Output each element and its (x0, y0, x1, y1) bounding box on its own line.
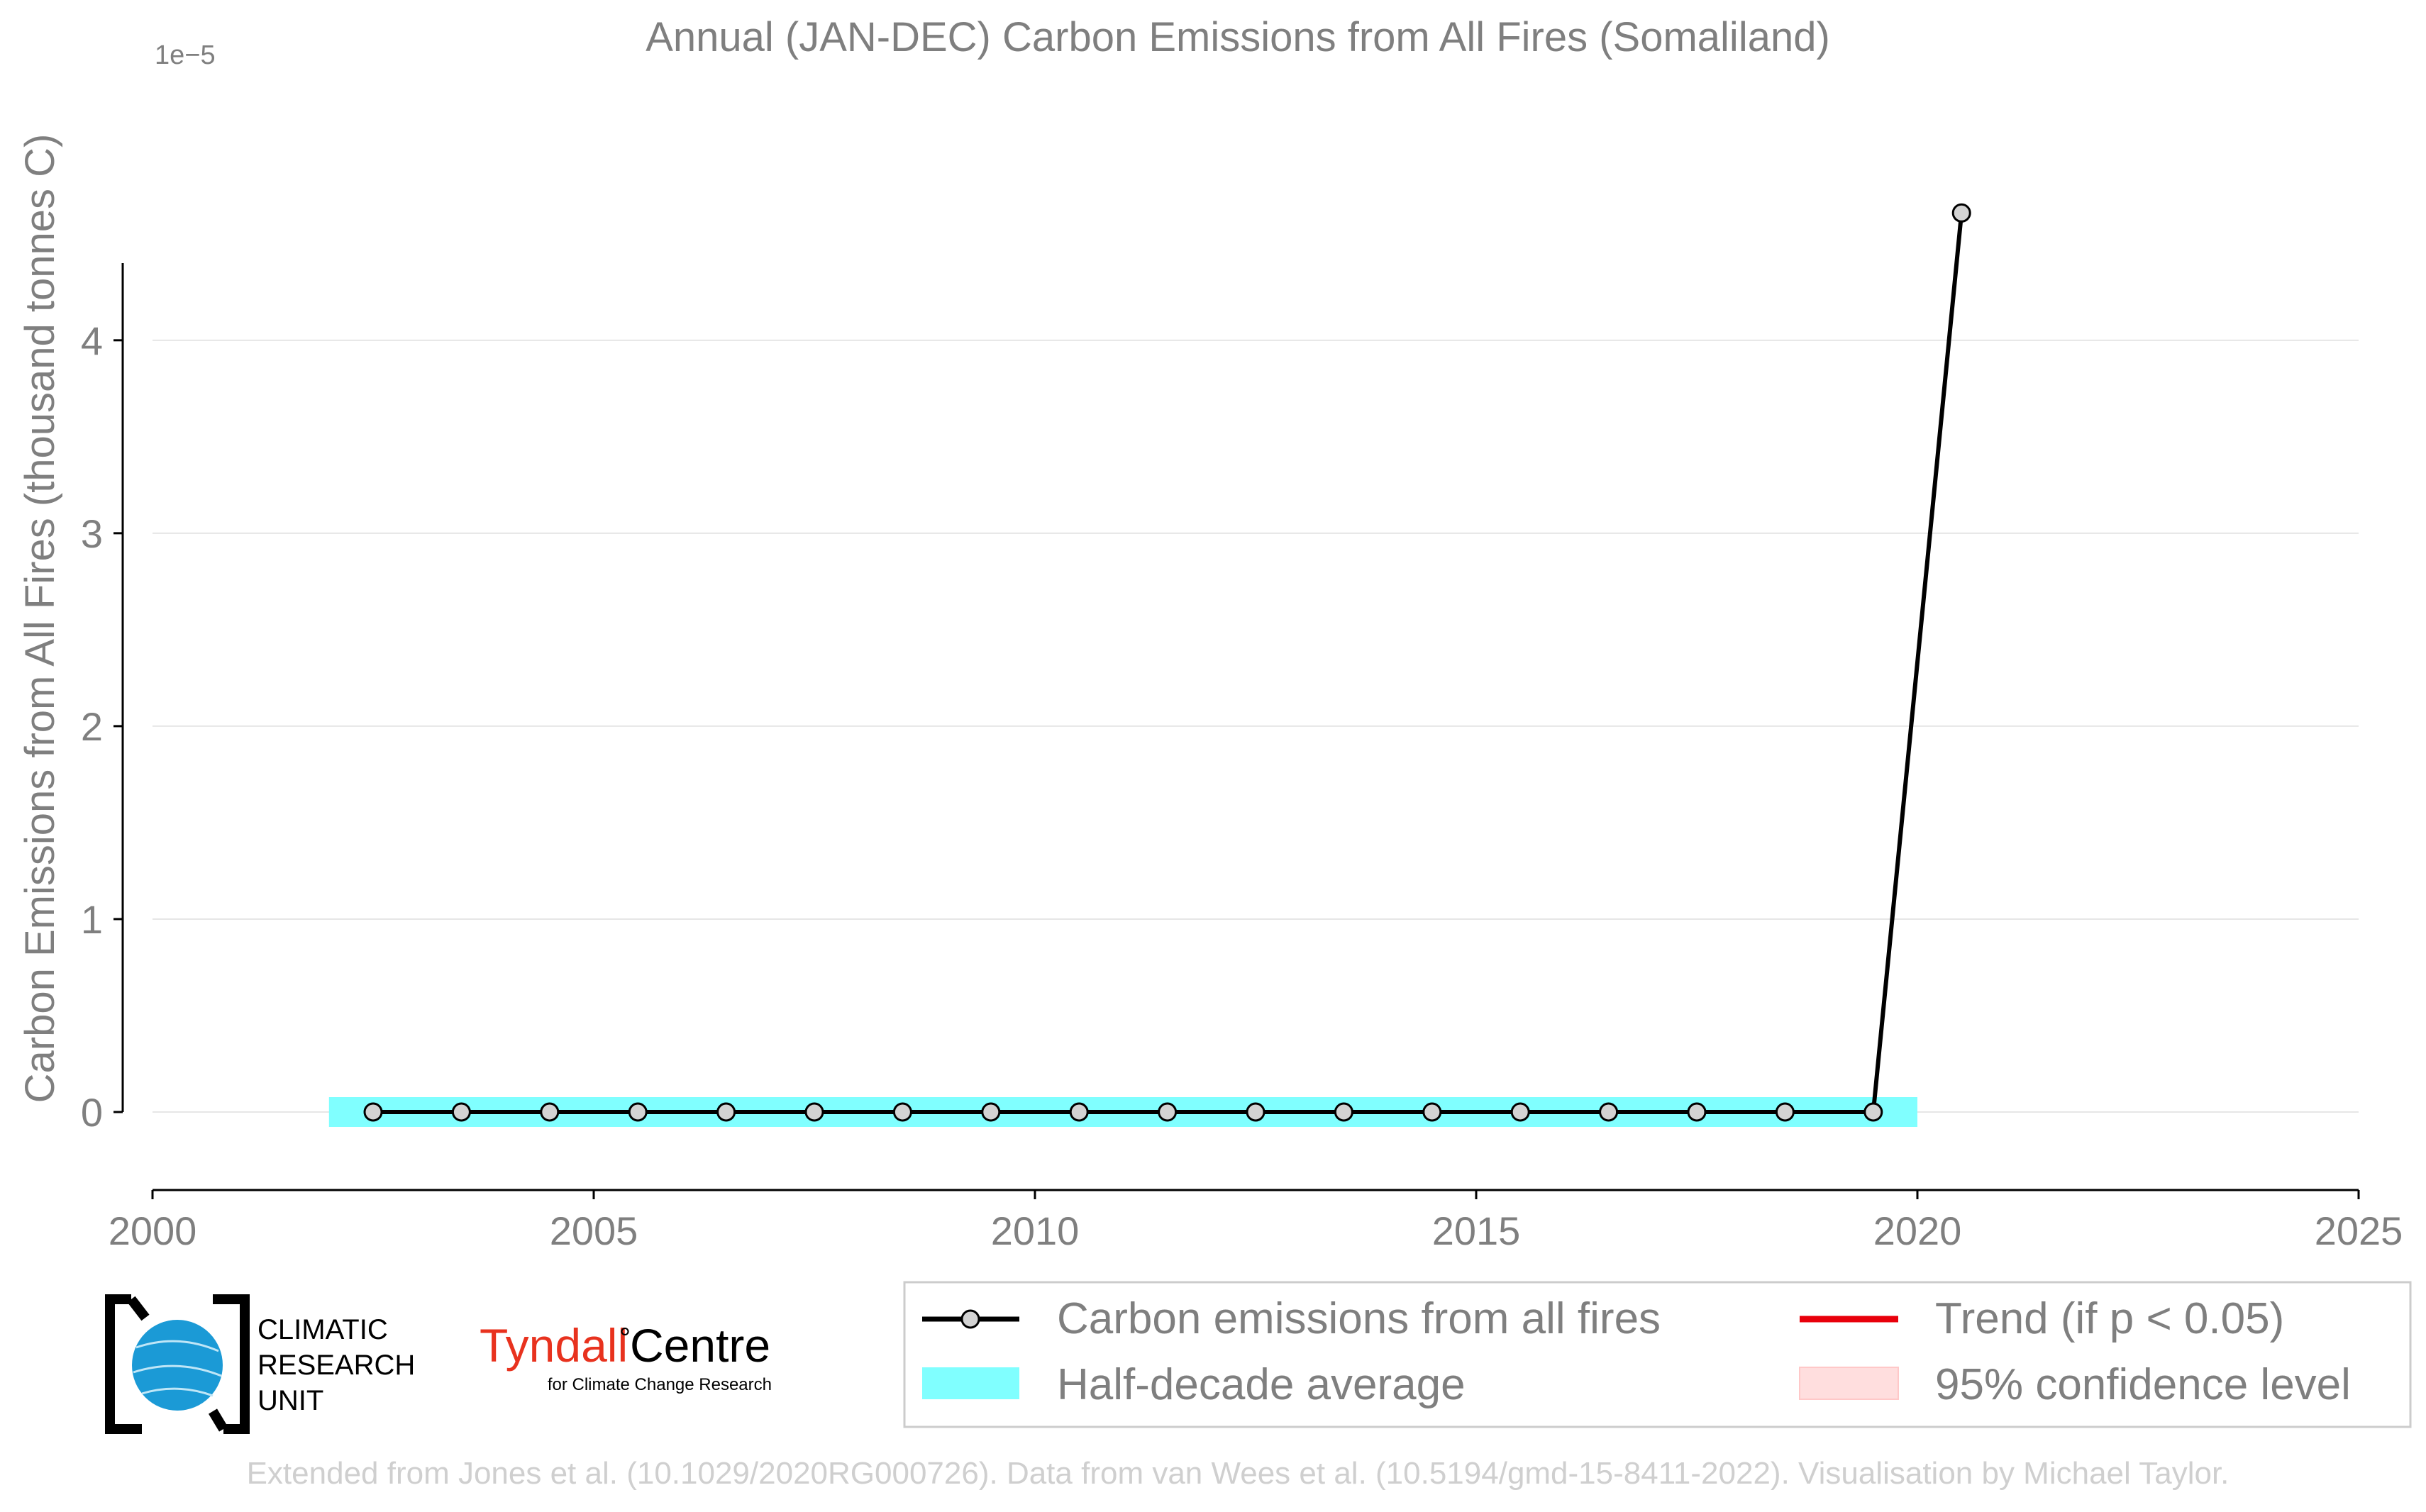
axes (121, 263, 2359, 1191)
chart-title: Annual (JAN-DEC) Carbon Emissions from A… (646, 14, 1830, 60)
x-tick-label: 2005 (550, 1208, 638, 1253)
x-tick-label: 2010 (991, 1208, 1080, 1253)
emissions-point (1599, 1102, 1619, 1122)
y-tick-label: 3 (81, 511, 103, 556)
emissions-line (373, 213, 1964, 1114)
emissions-point (804, 1102, 824, 1122)
tyndall-logo: Tyndall ° Centre for Climate Change Rese… (480, 1319, 772, 1394)
tick-labels: 0 1 2 3 4 2000 2005 2010 2015 2020 2025 (81, 318, 2403, 1253)
y-offset-label: 1e−5 (155, 40, 216, 70)
legend-label-half-decade: Half-decade average (1057, 1360, 1466, 1409)
emissions-point (892, 1102, 912, 1122)
x-tick-label: 2000 (109, 1208, 197, 1253)
legend-label-confidence: 95% confidence level (1935, 1360, 2351, 1409)
emissions-point (1863, 1102, 1883, 1122)
emissions-point (1422, 1102, 1442, 1122)
legend-confidence-patch (1799, 1367, 1899, 1400)
emissions-point (363, 1102, 383, 1122)
legend-frame (903, 1281, 2412, 1428)
y-tick-label: 1 (81, 897, 103, 942)
emissions-point (1334, 1102, 1353, 1122)
cru-bracket-left (105, 1294, 142, 1434)
tyndall-centre-word: Centre (630, 1319, 770, 1372)
y-tick-label: 0 (81, 1090, 103, 1135)
emissions-point (1510, 1102, 1530, 1122)
legend-series-marker (960, 1309, 980, 1329)
x-tick-label: 2020 (1873, 1208, 1962, 1253)
emissions-point (716, 1102, 736, 1122)
cru-text-line3: UNIT (257, 1385, 323, 1416)
x-tick-label: 2015 (1432, 1208, 1521, 1253)
emissions-point (1158, 1102, 1178, 1122)
tyndall-subtitle: for Climate Change Research (548, 1375, 772, 1394)
cru-bracket-right (213, 1294, 250, 1434)
emissions-point (981, 1102, 1001, 1122)
y-tick-label: 4 (81, 318, 103, 363)
emissions-point (1246, 1102, 1265, 1122)
grid-lines (153, 339, 2359, 1113)
y-axis-label: Carbon Emissions from All Fires (thousan… (17, 134, 63, 1104)
footer-credit: Extended from Jones et al. (10.1029/2020… (247, 1456, 2230, 1491)
emissions-point (1069, 1102, 1089, 1122)
tyndall-word: Tyndall (480, 1319, 628, 1372)
legend-label-trend: Trend (if p < 0.05) (1935, 1294, 2284, 1343)
legend-label-series: Carbon emissions from all fires (1057, 1294, 1661, 1343)
legend: Carbon emissions from all fires Half-dec… (903, 1281, 2412, 1428)
cru-text-line2: RESEARCH (257, 1350, 415, 1381)
series-layer (363, 203, 1971, 1122)
cru-logo: CLIMATIC RESEARCH UNIT (105, 1294, 415, 1434)
tyndall-degree: ° (619, 1323, 631, 1354)
emissions-point (1775, 1102, 1795, 1122)
cru-text-line1: CLIMATIC (257, 1314, 388, 1345)
y-tick-label: 2 (81, 704, 103, 749)
x-tick-label: 2025 (2315, 1208, 2403, 1253)
emissions-point (451, 1102, 471, 1122)
emissions-point (1951, 203, 1971, 223)
emissions-point (628, 1102, 648, 1122)
legend-half-decade-patch (922, 1367, 1019, 1399)
emissions-point (540, 1102, 560, 1122)
emissions-point (1687, 1102, 1707, 1122)
